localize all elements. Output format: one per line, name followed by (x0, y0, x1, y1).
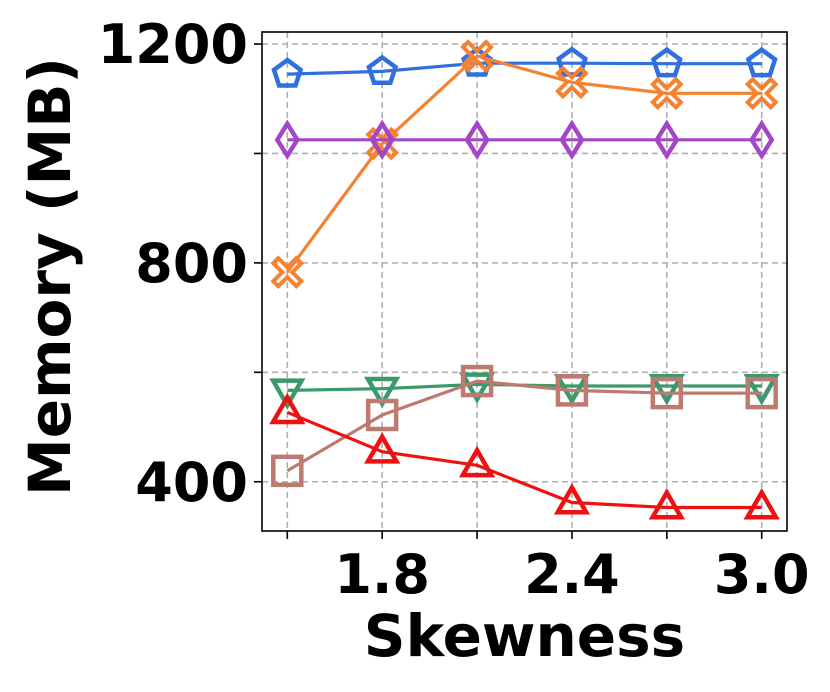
data-point-triangle-up (743, 487, 780, 520)
series-line (286, 54, 762, 274)
x-tick-label: 2.4 (524, 543, 620, 606)
data-point-x (555, 65, 589, 100)
data-point-triangle-up (458, 445, 496, 478)
series-pentagon (271, 46, 778, 88)
data-point-x (270, 255, 305, 290)
data-point-triangle-down (743, 374, 780, 406)
data-point-triangle-up (648, 487, 686, 520)
ticks: 1.8 2.4 3.0 400 800 1200 (98, 13, 810, 606)
data-point-triangle-up (553, 482, 591, 515)
data-point-triangle-up (363, 432, 401, 464)
series-line (287, 61, 762, 76)
data-point-pentagon (461, 46, 494, 77)
series-square (271, 364, 778, 488)
data-point-thin-diamond (464, 119, 490, 161)
x-axis-label: Skewness (364, 602, 685, 670)
data-point-pentagon (745, 46, 778, 78)
y-tick-label: 800 (135, 232, 248, 295)
grid (262, 32, 787, 531)
data-point-square (745, 376, 778, 410)
data-point-square (460, 364, 494, 398)
series-line (286, 379, 762, 473)
y-axis-label: Memory (MB) (16, 57, 84, 496)
data-point-thin-diamond (274, 119, 300, 161)
data-point-thin-diamond (369, 119, 395, 161)
series-thin-diamond (274, 119, 775, 161)
x-tick-label: 3.0 (714, 543, 810, 606)
series-line (286, 410, 762, 510)
x-tick-label: 1.8 (334, 543, 430, 606)
data-point-thin-diamond (559, 119, 585, 161)
data-point-triangle-up (269, 392, 306, 425)
data-point-square (365, 398, 399, 432)
y-tick-label: 400 (135, 451, 248, 514)
series-triangle-up (269, 392, 780, 520)
data-point-thin-diamond (654, 119, 680, 161)
y-tick-label: 1200 (98, 13, 248, 76)
data-point-x (744, 76, 779, 111)
series-layer (269, 39, 780, 520)
data-point-triangle-down (648, 374, 686, 406)
data-point-pentagon (650, 46, 683, 78)
data-point-thin-diamond (749, 119, 775, 161)
data-point-x (460, 39, 494, 73)
data-point-square (650, 376, 684, 410)
data-point-square (271, 454, 304, 488)
plot-frame (261, 31, 788, 532)
data-point-triangle-down (458, 372, 496, 404)
data-point-square (555, 374, 589, 407)
series-x-filled (270, 39, 779, 290)
data-point-triangle-down (363, 376, 401, 409)
data-point-pentagon (271, 57, 304, 88)
data-point-x (649, 76, 684, 111)
series-triangle-down (269, 372, 780, 410)
data-point-triangle-down (269, 378, 306, 410)
data-point-pentagon (366, 54, 399, 85)
